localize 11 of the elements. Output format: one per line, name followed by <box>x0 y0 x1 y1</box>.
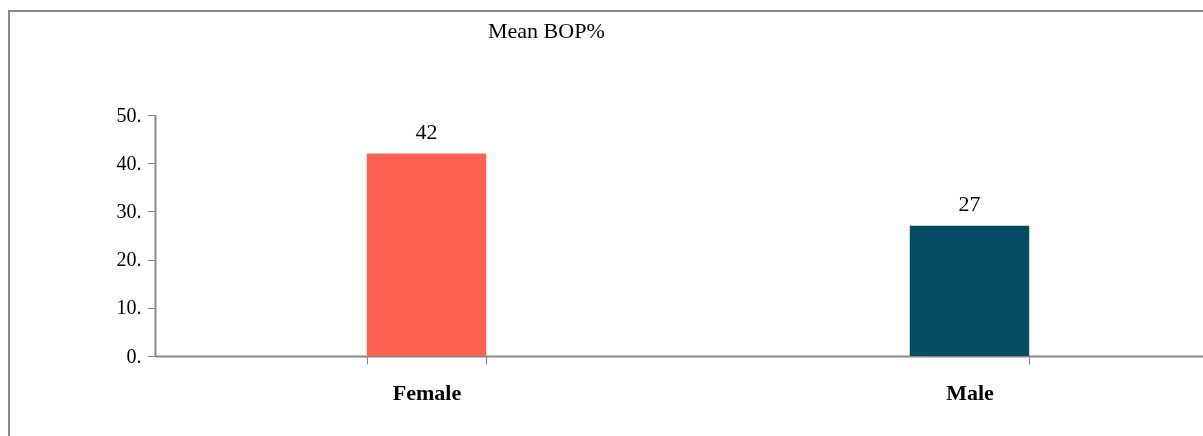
data-label: 42 <box>415 118 438 144</box>
x-tick-label: Female <box>392 379 462 405</box>
y-tick-label: 10. <box>116 296 142 319</box>
y-tick-label: 20. <box>116 248 142 271</box>
chart-title: Mean BOP% <box>488 18 605 43</box>
y-tick-label: 30. <box>116 199 142 222</box>
data-label: 27 <box>958 190 981 216</box>
y-tick-label: 40. <box>116 151 142 174</box>
y-tick-label: 50. <box>116 103 142 126</box>
x-tick-label: Male <box>946 379 995 405</box>
y-tick-label: 0. <box>126 344 142 367</box>
